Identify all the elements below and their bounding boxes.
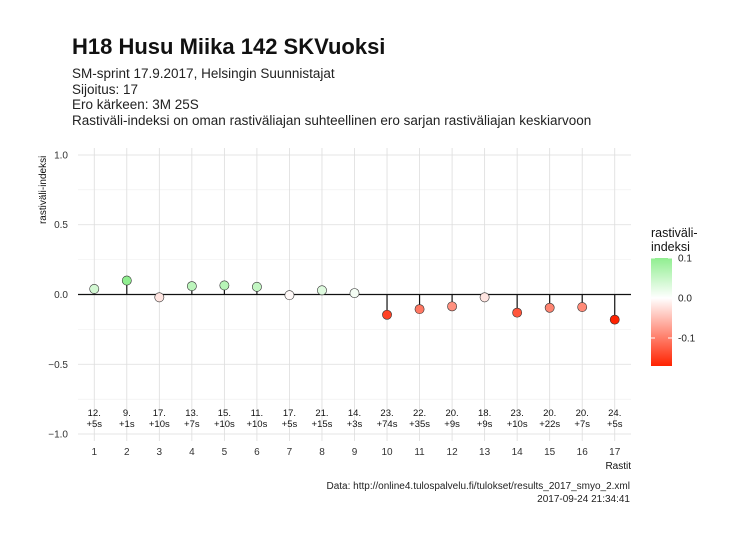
chart-title: H18 Husu Miika 142 SKVuoksi: [72, 34, 386, 59]
data-point: [252, 281, 262, 292]
legend-title: rastiväli-: [651, 226, 698, 240]
annotation-gap: +9s: [477, 419, 493, 430]
annotation-placement: 20.: [576, 408, 589, 419]
subtitle-description: Rastiväli-indeksi on oman rastiväliajan …: [72, 112, 592, 128]
annotation-gap: +35s: [409, 419, 430, 430]
x-tick-label: 15: [544, 447, 556, 458]
x-tick-label: 12: [447, 447, 459, 458]
annotation-placement: 14.: [348, 408, 361, 419]
data-point: [609, 314, 620, 325]
annotation-placement: 9.: [123, 408, 131, 419]
legend-tick-label: -0.1: [678, 334, 696, 345]
x-tick-label: 11: [414, 447, 425, 458]
legend-title: indeksi: [651, 240, 690, 254]
y-tick-label: 0.5: [54, 220, 68, 231]
subtitle-event: SM-sprint 17.9.2017, Helsingin Suunnista…: [72, 66, 335, 81]
data-point: [349, 288, 360, 299]
x-tick-label: 5: [222, 447, 228, 458]
x-tick-label: 14: [512, 447, 524, 458]
annotation-placement: 17.: [153, 408, 166, 419]
data-point: [414, 304, 425, 315]
annotation-gap: +9s: [444, 419, 460, 430]
annotation-gap: +3s: [347, 419, 363, 430]
annotation-placement: 15.: [218, 408, 231, 419]
chart-subtitle: SM-sprint 17.9.2017, Helsingin Suunnista…: [72, 66, 591, 128]
annotation-placement: 20.: [445, 408, 458, 419]
annotation-gap: +10s: [246, 419, 267, 430]
data-point: [219, 280, 230, 291]
x-tick-label: 7: [287, 447, 293, 458]
legend-tick-label: 0.0: [678, 294, 692, 305]
annotation-gap: +10s: [507, 419, 528, 430]
data-point: [186, 281, 197, 292]
x-tick-label: 8: [319, 447, 325, 458]
annotation-placement: 13.: [185, 408, 198, 419]
data-point: [479, 292, 490, 303]
annotation-placement: 23.: [380, 408, 393, 419]
x-tick-label: 13: [479, 447, 491, 458]
x-tick-label: 9: [352, 447, 358, 458]
y-tick-label: −0.5: [48, 360, 68, 371]
x-tick-label: 4: [189, 447, 195, 458]
data-point: [447, 301, 457, 312]
annotation-gap: +22s: [539, 419, 560, 430]
timestamp: 2017-09-24 21:34:41: [537, 494, 630, 505]
x-axis-title: Rastit: [605, 461, 631, 472]
x-tick-label: 10: [381, 447, 393, 458]
annotation-gap: +1s: [119, 419, 135, 430]
data-point: [512, 307, 523, 318]
data-point: [382, 309, 392, 320]
y-axis-title: rastiväli-indeksi: [38, 156, 49, 224]
legend-colorbar: [651, 258, 672, 366]
annotation-gap: +15s: [312, 419, 333, 430]
annotation-placement: 18.: [478, 408, 491, 419]
data-point: [544, 302, 555, 313]
annotation-placement: 11.: [251, 408, 264, 419]
subtitle-placement: Sijoitus: 17: [72, 81, 139, 97]
annotation-placement: 17.: [283, 408, 296, 419]
annotation-gap: +5s: [282, 419, 298, 430]
data-point: [577, 302, 588, 312]
x-tick-label: 16: [577, 447, 589, 458]
annotation-placement: 20.: [543, 408, 556, 419]
y-tick-label: −1.0: [48, 430, 68, 441]
data-point: [121, 275, 132, 286]
annotation-placement: 22.: [413, 408, 426, 419]
annotation-gap: +5s: [607, 419, 623, 430]
x-tick-label: 2: [124, 447, 130, 458]
x-tick-label: 6: [254, 447, 260, 458]
data-point: [154, 292, 165, 303]
annotation-placement: 23.: [511, 408, 524, 419]
legend-tick-label: 0.1: [678, 254, 692, 265]
annotation-gap: +74s: [377, 419, 398, 430]
annotation-gap: +7s: [574, 419, 590, 430]
annotation-gap: +10s: [214, 419, 235, 430]
annotation-gap: +5s: [86, 419, 102, 430]
y-tick-label: 0.0: [54, 290, 68, 301]
annotation-gap: +10s: [149, 419, 170, 430]
annotation-gap: +7s: [184, 419, 200, 430]
data-point: [89, 284, 100, 294]
y-tick-label: 1.0: [54, 150, 68, 161]
x-tick-label: 17: [609, 447, 621, 458]
data-point: [317, 285, 327, 296]
subtitle-gap: Ero kärkeen: 3M 25S: [72, 97, 199, 112]
annotation-placement: 24.: [608, 408, 621, 419]
annotation-placement: 12.: [88, 408, 101, 419]
data-source: Data: http://online4.tulospalvelu.fi/tul…: [326, 481, 630, 492]
x-tick-label: 1: [91, 447, 97, 458]
data-point: [284, 290, 295, 301]
annotation-placement: 21.: [315, 408, 328, 419]
x-tick-label: 3: [157, 447, 163, 458]
